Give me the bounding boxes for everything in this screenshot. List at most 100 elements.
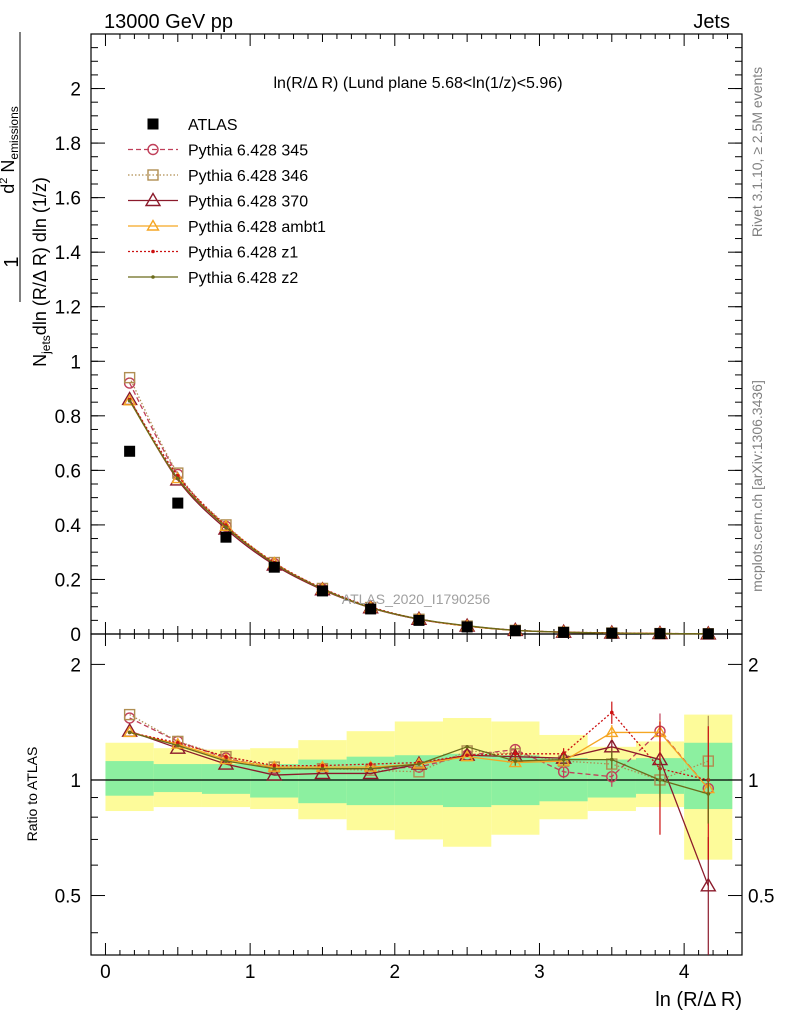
ratio-point-ambt1 <box>363 760 378 772</box>
point-data <box>558 626 570 638</box>
legend-marker-p345 <box>147 143 159 156</box>
ratio-point-p370 <box>266 766 283 781</box>
ratio-point-p346 <box>413 766 425 778</box>
point-data <box>413 614 425 626</box>
point-z2 <box>224 525 228 529</box>
legend: ATLAS Pythia 6.428 345 Pythia 6.428 346 Pyt… <box>128 117 326 287</box>
point-p346 <box>123 371 136 384</box>
legend-marker-z1 <box>151 249 155 254</box>
legend-label-data: ATLAS <box>188 117 238 134</box>
y-tick-label: 0.6 <box>55 461 81 482</box>
ratio-point-z2 <box>176 743 180 748</box>
y-tick-label: 0.4 <box>55 516 82 537</box>
x-axis-label: ln (R/Δ R) <box>655 989 742 1011</box>
ratio-point-z2 <box>465 745 469 749</box>
y-tick-label: 2 <box>70 655 81 676</box>
ratio-uncertainty-bands <box>105 714 733 860</box>
ratio-plot-series <box>121 701 717 955</box>
point-z2 <box>176 476 180 481</box>
legend-label-p346: Pythia 6.428 346 <box>188 168 308 185</box>
ratio-y-axis-label: Ratio to ATLAS <box>24 747 40 842</box>
point-data <box>268 561 280 573</box>
rivet-label: Rivet 3.1.10, ≥ 2.5M events <box>749 67 765 237</box>
header-left: 13000 GeV pp <box>104 11 233 33</box>
point-ambt1 <box>171 471 185 484</box>
y-tick-label-right: 0.5 <box>748 887 774 908</box>
ylabel-nemissions: d2 Nemissions <box>0 106 21 194</box>
x-tick-label: 3 <box>534 962 545 983</box>
ratio-point-z1 <box>176 740 180 745</box>
point-z2 <box>127 399 132 403</box>
y-tick-label: 1.6 <box>55 189 81 210</box>
band-inner <box>153 764 202 793</box>
legend-label-z1: Pythia 6.428 z1 <box>188 245 298 262</box>
y-tick-label: 1.2 <box>55 298 81 319</box>
point-ambt1 <box>122 393 137 406</box>
ratio-point-ambt1 <box>219 752 233 765</box>
legend-label-p345: Pythia 6.428 345 <box>188 143 308 160</box>
ratio-point-z2 <box>320 766 325 771</box>
ylabel-one: 1 <box>1 256 23 267</box>
ratio-point-p370 <box>362 765 379 780</box>
x-tick-label: 0 <box>100 962 111 983</box>
ratio-point-ambt1 <box>267 760 282 772</box>
ratio-point-z2 <box>127 730 132 735</box>
point-data <box>606 627 618 639</box>
y-tick-label: 1 <box>70 352 81 373</box>
main-y-axis-label: 1 Njetsdln (R/Δ R) dln (1/z) d2 Nemissio… <box>0 32 53 367</box>
legend-marker-ambt1 <box>146 219 160 231</box>
ratio-point-p370 <box>700 877 717 892</box>
legend-label-p370: Pythia 6.428 370 <box>188 194 308 211</box>
frame <box>90 633 743 956</box>
ratio-point-ambt1 <box>122 725 137 738</box>
ratio-point-z2 <box>706 792 711 796</box>
legend-marker-z2 <box>151 275 155 279</box>
ratio-point-z2 <box>272 766 277 771</box>
y-tick-label: 1.8 <box>55 134 81 155</box>
y-tick-label: 0.2 <box>55 570 81 591</box>
plot-title: ln(R/Δ R) (Lund plane 5.68<ln(1/z)<5.96) <box>273 75 562 92</box>
legend-label-ambt1: Pythia 6.428 ambt1 <box>188 219 326 236</box>
ratio-point-z1 <box>465 753 469 758</box>
ratio-point-z2 <box>417 762 421 766</box>
band-inner <box>105 761 154 796</box>
watermark: ATLAS_2020_I1790256 <box>342 591 491 607</box>
y-tick-label: 1.4 <box>55 243 82 264</box>
ratio-plot-frame: 0.5 0.5 1 1 2 2 0 1 2 3 4 <box>55 633 774 983</box>
point-data <box>509 625 521 637</box>
ratio-point-z2 <box>658 778 662 782</box>
x-tick-label: 1 <box>245 962 256 983</box>
legend-marker-data <box>147 118 159 130</box>
ratio-point-z1 <box>224 754 228 759</box>
legend-label-z2: Pythia 6.428 z2 <box>188 270 298 287</box>
x-tick-label: 2 <box>390 962 401 983</box>
ratio-point-z1 <box>320 763 325 768</box>
ratio-point-z1 <box>610 710 614 715</box>
point-data <box>702 628 714 640</box>
point-data <box>172 497 184 509</box>
ratio-point-z2 <box>513 759 518 763</box>
y-tick-label: 2 <box>70 80 81 101</box>
point-data <box>461 621 473 633</box>
ratio-point-ambt1 <box>605 725 619 738</box>
ratio-point-z2 <box>368 766 373 771</box>
legend-marker-p370 <box>144 192 162 207</box>
y-tick-label: 1 <box>70 771 81 792</box>
legend-marker-p346 <box>147 169 159 181</box>
ratio-point-z2 <box>610 757 614 762</box>
y-tick-label: 0 <box>70 625 81 646</box>
main-plot-series <box>121 371 717 640</box>
ratio-point-p346 <box>123 708 136 721</box>
ratio-point-z1 <box>368 762 373 766</box>
ratio-point-z2 <box>224 759 228 763</box>
point-data <box>654 628 666 640</box>
y-tick-label-right: 1 <box>748 771 759 792</box>
y-tick-label: 0.8 <box>55 407 81 428</box>
point-data <box>316 585 328 597</box>
point-data <box>124 445 136 457</box>
ylabel-njets: Njetsdln (R/Δ R) dln (1/z) <box>30 177 53 367</box>
ratio-point-z2 <box>561 757 566 762</box>
mcplots-label: mcplots.cern.ch [arXiv:1306.3436] <box>749 380 765 592</box>
ratio-point-z1 <box>272 763 277 768</box>
